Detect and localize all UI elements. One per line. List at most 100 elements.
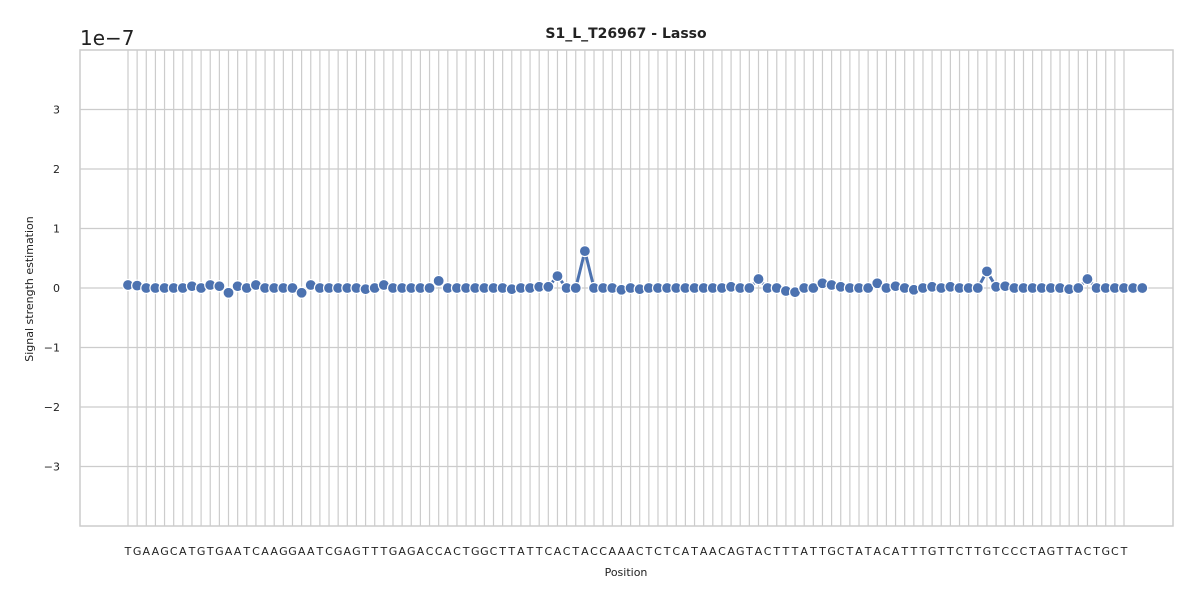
x-tick-label: A: [444, 545, 452, 558]
x-tick-label: A: [179, 545, 187, 558]
x-tick-label: T: [663, 545, 671, 558]
x-tick-label: A: [261, 545, 269, 558]
x-tick-label: T: [1092, 545, 1100, 558]
x-tick-label: A: [307, 545, 315, 558]
x-tick-label: T: [1056, 545, 1064, 558]
data-point: [423, 281, 436, 295]
x-tick-label: C: [453, 545, 461, 558]
x-tick-label: C: [325, 545, 333, 558]
x-tick-label: C: [170, 545, 178, 558]
x-tick-label: T: [188, 545, 196, 558]
x-tick-label: C: [1111, 545, 1119, 558]
x-tick-label: T: [571, 545, 579, 558]
data-point: [980, 265, 994, 278]
x-tick-label: A: [581, 545, 589, 558]
y-tick-label: 2: [53, 163, 60, 176]
data-point: [743, 281, 756, 295]
x-tick-label: T: [791, 545, 799, 558]
x-tick-label: A: [800, 545, 808, 558]
x-tick-label: A: [225, 545, 233, 558]
data-point: [1081, 272, 1094, 286]
x-tick-label: T: [782, 545, 790, 558]
x-tick-label: C: [1001, 545, 1009, 558]
x-tick-label: C: [956, 545, 964, 558]
x-tick-label: G: [407, 545, 416, 558]
x-tick-label: C: [1084, 545, 1092, 558]
x-tick-label: T: [316, 545, 324, 558]
x-tick-label: T: [361, 545, 369, 558]
data-point: [295, 286, 308, 299]
x-tick-label: T: [644, 545, 652, 558]
y-offset-label: 1e−7: [80, 26, 135, 50]
x-tick-label: G: [352, 545, 361, 558]
x-tick-label: T: [937, 545, 945, 558]
x-axis-label: Position: [605, 566, 648, 579]
x-tick-label: C: [426, 545, 434, 558]
data-point: [213, 280, 226, 293]
x-tick-label: T: [498, 545, 506, 558]
x-tick-label: T: [909, 545, 917, 558]
y-tick-label: −2: [44, 401, 60, 414]
x-tick-label: T: [745, 545, 753, 558]
x-tick-label: T: [992, 545, 1000, 558]
x-tick-label: T: [864, 545, 872, 558]
x-tick-label: T: [818, 545, 826, 558]
y-tick-label: 1: [53, 223, 60, 236]
x-tick-label: A: [709, 545, 717, 558]
x-tick-label: G: [480, 545, 489, 558]
x-tick-label: A: [234, 545, 242, 558]
x-tick-label: A: [554, 545, 562, 558]
x-tick-label: C: [252, 545, 260, 558]
y-tick-label: 3: [53, 104, 60, 117]
x-tick-label: G: [1047, 545, 1056, 558]
x-tick-label: A: [398, 545, 406, 558]
x-tick-label: A: [727, 545, 735, 558]
x-tick-label: G: [334, 545, 343, 558]
x-tick-label: T: [809, 545, 817, 558]
x-tick-label: G: [133, 545, 142, 558]
x-tick-label: C: [718, 545, 726, 558]
x-tick-label: A: [618, 545, 626, 558]
x-tick-label: A: [755, 545, 763, 558]
x-tick-label: T: [772, 545, 780, 558]
x-tick-label: A: [627, 545, 635, 558]
x-tick-label: T: [526, 545, 534, 558]
y-tick-label: 0: [53, 282, 60, 295]
data-point: [569, 281, 582, 295]
x-tick-label: T: [1028, 545, 1036, 558]
x-tick-label: T: [690, 545, 698, 558]
y-axis-label: Signal strength estimation: [23, 216, 36, 362]
x-tick-label: A: [682, 545, 690, 558]
x-tick-label: T: [370, 545, 378, 558]
x-tick-label: A: [609, 545, 617, 558]
x-tick-label: G: [215, 545, 224, 558]
x-tick-label: T: [1065, 545, 1073, 558]
data-point: [578, 245, 591, 258]
x-tick-label: G: [288, 545, 297, 558]
x-tick-label: C: [490, 545, 498, 558]
data-point: [432, 274, 445, 287]
x-tick-label: C: [563, 545, 571, 558]
data-point: [971, 281, 984, 295]
x-tick-label: T: [206, 545, 214, 558]
data-point: [1072, 281, 1085, 295]
x-tick-label: A: [1075, 545, 1083, 558]
x-tick-label: T: [379, 545, 387, 558]
x-tick-label: A: [1038, 545, 1046, 558]
x-tick-label: T: [846, 545, 854, 558]
x-tick-label: T: [946, 545, 954, 558]
data-point: [551, 270, 564, 283]
data-point: [222, 286, 235, 299]
x-tick-label: A: [874, 545, 882, 558]
x-tick-label: G: [471, 545, 480, 558]
x-tick-label: T: [462, 545, 470, 558]
x-tick-label: C: [599, 545, 607, 558]
x-tick-label: G: [1101, 545, 1110, 558]
x-tick-label: G: [279, 545, 288, 558]
y-tick-label: −1: [44, 342, 60, 355]
x-tick-label: T: [124, 545, 132, 558]
x-tick-label: A: [700, 545, 708, 558]
y-tick-labels: −3 −2 −1 0 1 2 3: [44, 104, 60, 474]
x-tick-label: T: [507, 545, 515, 558]
